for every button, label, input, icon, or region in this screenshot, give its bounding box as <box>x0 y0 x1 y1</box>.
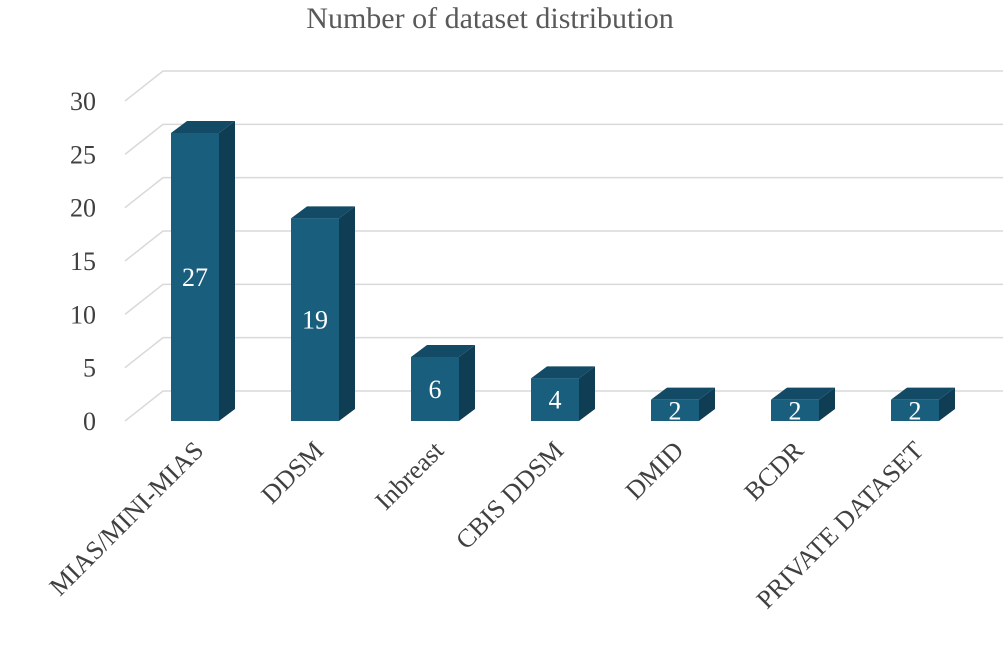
bar-side <box>459 345 475 421</box>
x-tick-label: DMID <box>620 436 690 506</box>
y-tick-label: 5 <box>83 354 96 383</box>
bar <box>651 387 715 421</box>
data-label: 19 <box>302 306 328 335</box>
bar <box>531 366 595 421</box>
gridline <box>124 336 1003 369</box>
chart-title: Number of dataset distribution <box>306 2 673 35</box>
bar-top <box>891 387 955 400</box>
bar <box>891 387 955 421</box>
bar-front <box>171 133 219 421</box>
gridline <box>124 176 1003 209</box>
x-tick-label: CBIS DDSM <box>450 436 569 555</box>
x-axis-labels: MIAS/MINI-MIAS DDSM Inbreast CBIS DDSM DMID B… <box>44 435 930 614</box>
bar-top <box>171 121 235 133</box>
gridline <box>124 123 1003 155</box>
bar-side <box>699 387 715 421</box>
bar-top <box>651 387 715 400</box>
data-label: 2 <box>669 396 682 425</box>
data-label: 2 <box>909 396 922 425</box>
bars: 27 19 6 4 2 2 2 <box>171 121 955 425</box>
y-tick-label: 30 <box>70 87 96 116</box>
bar <box>771 387 835 421</box>
bar-front <box>411 357 459 421</box>
y-tick-label: 0 <box>83 407 96 436</box>
bar-side <box>579 366 595 421</box>
gridlines <box>124 70 1003 422</box>
data-label: 27 <box>182 263 208 292</box>
x-tick-label: DDSM <box>256 436 330 510</box>
y-tick-label: 15 <box>70 247 96 276</box>
bar-front <box>771 399 819 421</box>
bar-top <box>771 387 835 400</box>
y-axis-ticks: 0 5 10 15 20 25 30 <box>70 87 96 436</box>
bar-front <box>651 399 699 421</box>
gridline <box>124 230 1003 262</box>
bar <box>291 206 355 421</box>
y-tick-label: 20 <box>70 194 96 223</box>
bar-side <box>219 121 235 421</box>
bar-side <box>339 206 355 421</box>
gridline <box>124 70 1003 102</box>
y-tick-label: 10 <box>70 300 96 329</box>
bar <box>411 345 475 421</box>
data-label: 4 <box>549 386 562 415</box>
bar-top <box>411 345 475 357</box>
y-tick-label: 25 <box>70 140 96 169</box>
bar <box>171 121 235 421</box>
gridline <box>124 283 1003 315</box>
x-tick-label: BCDR <box>739 435 810 506</box>
bar-front <box>891 399 939 421</box>
bar-top <box>531 366 595 379</box>
bar-side <box>939 387 955 421</box>
x-tick-label: MIAS/MINI-MIAS <box>44 436 210 602</box>
data-label: 6 <box>429 375 442 404</box>
bar-front <box>531 378 579 421</box>
data-label: 2 <box>789 396 802 425</box>
x-tick-label: Inbreast <box>370 435 450 515</box>
bar-top <box>291 206 355 219</box>
bar-side <box>819 387 835 421</box>
gridline <box>124 390 1003 422</box>
bar-front <box>291 218 339 421</box>
